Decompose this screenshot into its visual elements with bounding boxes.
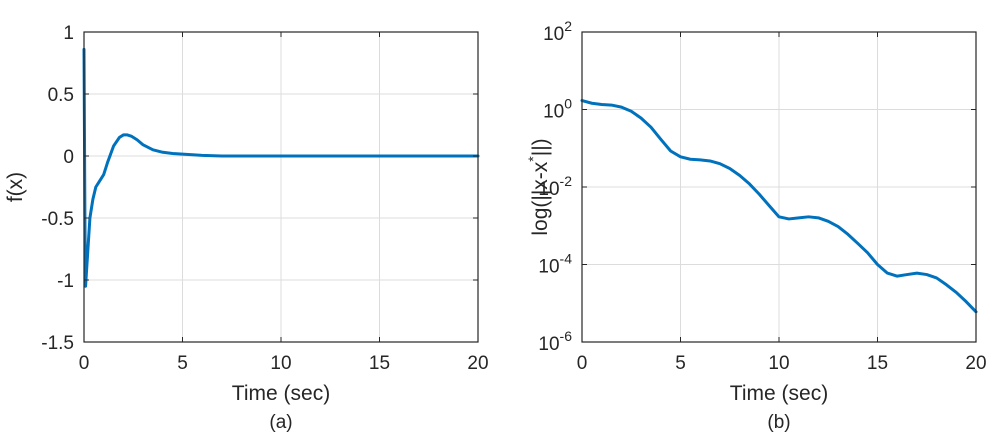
y-tick-label-a: -0.5	[41, 209, 74, 230]
x-axis-label-b: Time (sec)	[730, 382, 828, 405]
x-tick-label-b: 10	[768, 353, 789, 374]
x-axis-label-a: Time (sec)	[232, 382, 330, 405]
x-tick-label-b: 0	[577, 353, 588, 374]
x-tick-label-a: 5	[177, 353, 188, 374]
y-tick-base-b: 10	[538, 257, 559, 278]
series-line-a-0	[82, 47, 480, 288]
x-tick-label-a: 0	[79, 353, 90, 374]
grid-a	[84, 32, 478, 342]
series-b	[580, 99, 978, 314]
y-tick-label-a: 0.5	[48, 85, 74, 106]
y-tick-label-b: 100	[543, 96, 572, 123]
x-tick-label-a: 15	[369, 353, 390, 374]
y-axis-label-b-tail: ||)	[529, 138, 552, 156]
y-tick-label-a: 0	[63, 147, 74, 168]
y-tick-label-a: -1.5	[41, 333, 74, 354]
y-tick-base-b: 10	[538, 179, 559, 200]
y-tick-label-b: 10-4	[538, 251, 572, 278]
caption-a: (a)	[269, 412, 292, 433]
y-tick-exponent-b: 2	[564, 18, 572, 34]
y-tick-exponent-b: -4	[560, 251, 573, 267]
y-tick-base-b: 10	[538, 334, 559, 355]
y-tick-label-a: 1	[63, 23, 74, 44]
caption-b: (b)	[767, 412, 790, 433]
y-axis-label-b-sup: *	[525, 156, 541, 162]
y-tick-base-b: 10	[543, 24, 564, 45]
series-a	[82, 47, 480, 288]
y-tick-label-b: 10-2	[538, 173, 572, 200]
grid-b	[582, 32, 976, 342]
ticks-a: 0 5 10 15 20 1 0.5 0 -0.5 -1 -1.5	[41, 23, 488, 374]
y-tick-exponent-b: -2	[560, 173, 573, 189]
x-tick-label-a: 20	[467, 353, 488, 374]
y-tick-exponent-b: 0	[564, 96, 572, 112]
y-axis-label-b: log(||x-x*||)	[525, 138, 552, 235]
y-axis-label-a: f(x)	[4, 172, 27, 202]
y-tick-label-b: 10-6	[538, 328, 572, 355]
y-tick-label-b: 102	[543, 18, 572, 45]
x-tick-label-b: 20	[965, 353, 986, 374]
series-line-b-0	[580, 99, 978, 314]
x-tick-label-a: 10	[270, 353, 291, 374]
y-axis-label-b-base: log(||x-x	[529, 161, 552, 235]
y-tick-label-a: -1	[57, 271, 74, 292]
x-tick-label-b: 5	[675, 353, 686, 374]
y-tick-exponent-b: -6	[560, 328, 573, 344]
y-tick-base-b: 10	[543, 102, 564, 123]
x-tick-label-b: 15	[867, 353, 888, 374]
